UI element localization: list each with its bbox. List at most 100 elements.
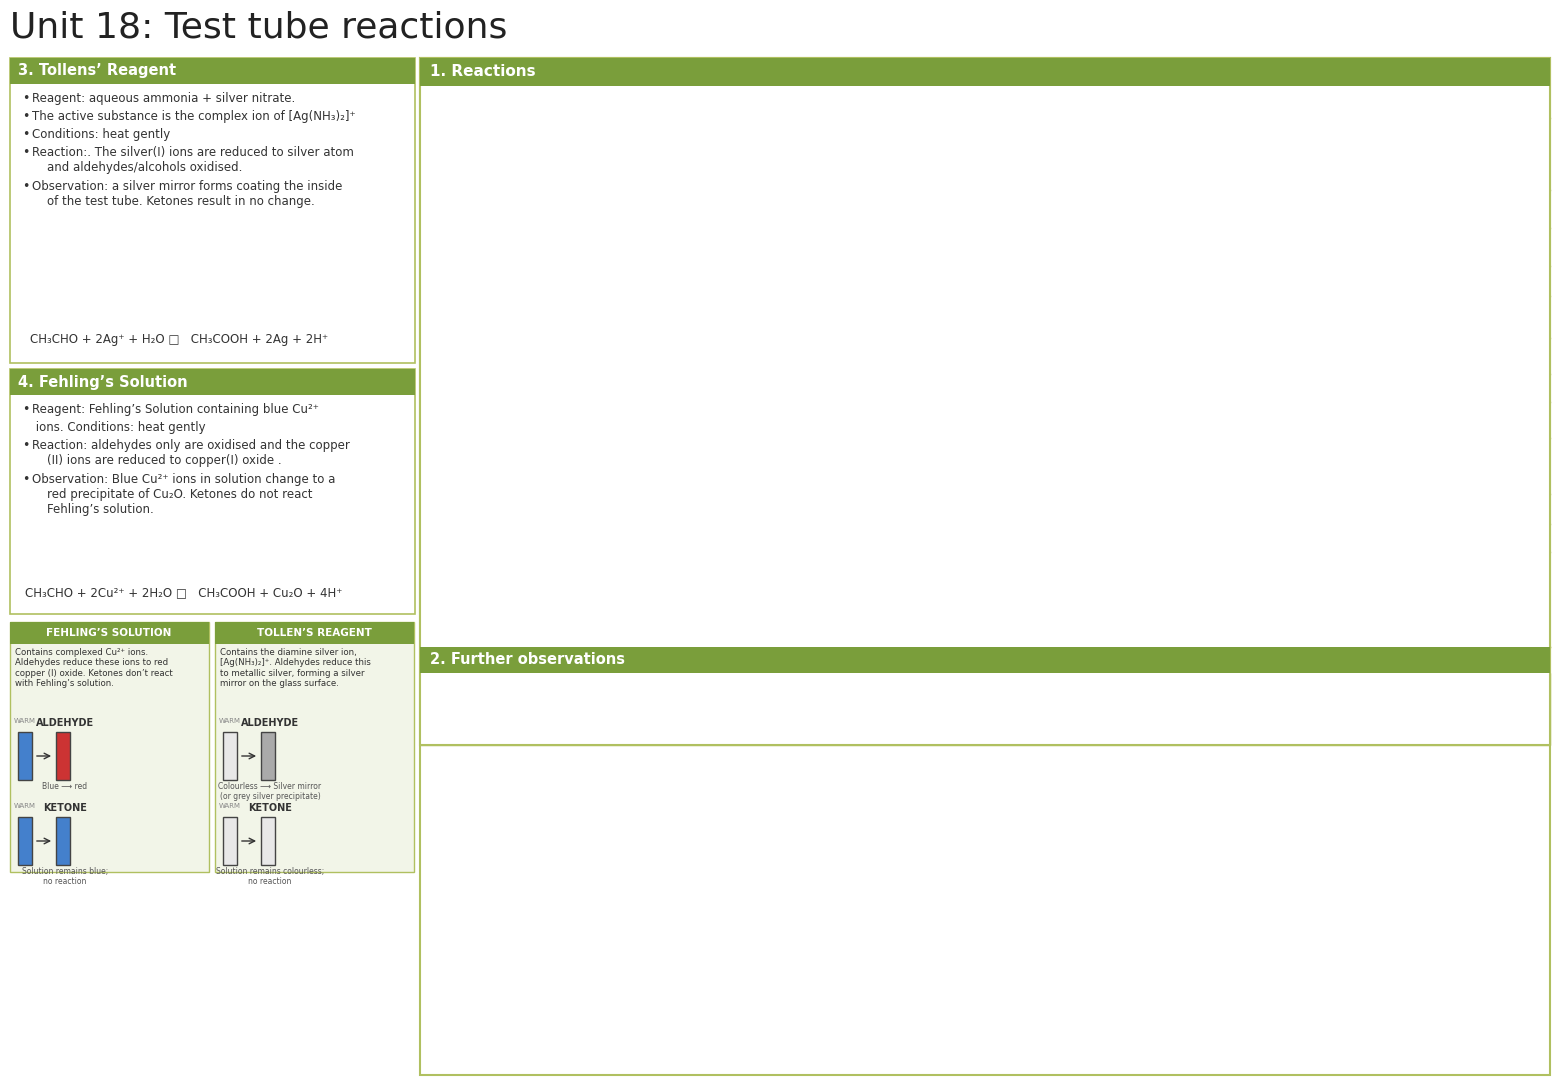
Bar xyxy=(420,338,1551,374)
Text: TOLLEN’S REAGENT: TOLLEN’S REAGENT xyxy=(256,627,371,638)
Text: KETONE: KETONE xyxy=(44,804,87,813)
Text: Orange to green colour
change: Orange to green colour change xyxy=(941,303,1084,330)
Bar xyxy=(421,525,552,551)
Text: Reaction: aldehydes only are oxidised and the copper
    (II) ions are reduced t: Reaction: aldehydes only are oxidised an… xyxy=(33,438,349,467)
Bar xyxy=(420,552,1551,647)
Bar xyxy=(261,816,275,865)
Bar xyxy=(420,402,1551,438)
Text: CH₃CHO + 2Cu²⁺ + 2H₂O □   CH₃COOH + Cu₂O + 4H⁺: CH₃CHO + 2Cu²⁺ + 2H₂O □ CH₃COOH + Cu₂O +… xyxy=(25,586,342,599)
Bar xyxy=(420,296,1551,338)
Bar xyxy=(421,438,552,523)
Text: Reagent: Fehling’s Solution containing blue Cu²⁺: Reagent: Fehling’s Solution containing b… xyxy=(33,403,318,416)
Text: Reagent: Reagent xyxy=(711,95,774,108)
Bar xyxy=(421,297,552,337)
Text: Tollens’ reagent: Tollens’ reagent xyxy=(562,381,658,394)
Bar xyxy=(420,524,1551,552)
Text: Acyl chloride: Acyl chloride xyxy=(446,148,526,161)
Text: Mildly acidic solution: Mildly acidic solution xyxy=(941,502,1069,515)
Text: Ninhydrin.: Ninhydrin. xyxy=(562,241,624,254)
Text: CH₃CHO + 2Ag⁺ + H₂O □   CH₃COOH + 2Ag + 2H⁺: CH₃CHO + 2Ag⁺ + H₂O □ CH₃COOH + 2Ag + 2H… xyxy=(30,333,328,346)
Text: The active substance is the complex ion of [Ag(NH₃)₂]⁺: The active substance is the complex ion … xyxy=(33,110,356,123)
Text: Contains the diamine silver ion,
[Ag(NH₃)₂]⁺. Aldehydes reduce this
to metallic : Contains the diamine silver ion, [Ag(NH₃… xyxy=(220,648,371,688)
Text: ALDEHYDE: ALDEHYDE xyxy=(36,718,94,728)
Text: •: • xyxy=(22,403,30,416)
Text: WARM: WARM xyxy=(14,718,36,724)
Bar xyxy=(215,622,413,872)
Bar xyxy=(19,732,33,780)
Text: Sodium carbonate
2CH₃CO₂H + Na₂CO₃ □   2CH₃CO₂ Na + H₂O +
CO₂: Sodium carbonate 2CH₃CO₂H + Na₂CO₃ □ 2CH… xyxy=(562,445,842,487)
Bar xyxy=(421,267,552,295)
Text: 1. Reactions: 1. Reactions xyxy=(431,65,535,80)
Text: •: • xyxy=(22,110,30,123)
Text: pH paper/indicator: pH paper/indicator xyxy=(562,502,675,515)
Text: Observation: a silver mirror forms coating the inside
    of the test tube. Keto: Observation: a silver mirror forms coati… xyxy=(33,180,342,208)
Text: Conditions: heat gently: Conditions: heat gently xyxy=(33,129,170,141)
Bar xyxy=(421,191,552,227)
Text: 1 ⁺ry or 2⁺ry
alcohol: 1 ⁺ry or 2⁺ry alcohol xyxy=(448,303,524,330)
Text: Solution remains colourless;
no reaction: Solution remains colourless; no reaction xyxy=(215,867,324,887)
Text: Contains complexed Cu²⁺ ions.
Aldehydes reduce these ions to red
copper (I) oxid: Contains complexed Cu²⁺ ions. Aldehydes … xyxy=(16,648,173,688)
Bar xyxy=(215,622,413,644)
Text: Result: Result xyxy=(1217,95,1265,108)
Text: Orange to green colour
change: Orange to green colour change xyxy=(941,406,1084,434)
Text: Aldehyde: Aldehyde xyxy=(457,381,515,394)
Text: WARM: WARM xyxy=(14,804,36,809)
Text: •: • xyxy=(22,146,30,159)
Text: 1. Reactions: 1. Reactions xyxy=(431,65,535,80)
Bar xyxy=(421,553,552,646)
Text: Vigorous reaction
steamy fumes of HCl
rapid white precipitate
of AgCl: Vigorous reaction steamy fumes of HCl ra… xyxy=(941,125,1080,183)
Bar xyxy=(421,229,552,265)
Bar xyxy=(421,339,552,437)
Bar xyxy=(9,58,415,84)
Text: Aromatic: Aromatic xyxy=(459,274,513,287)
Bar xyxy=(9,369,415,395)
Text: Alkene: Alkene xyxy=(465,203,507,216)
Bar xyxy=(19,816,33,865)
Text: ions. Conditions: heat gently: ions. Conditions: heat gently xyxy=(33,421,206,434)
Text: Sodium dichromate and sulfuric acid: Sodium dichromate and sulfuric acid xyxy=(562,414,786,427)
Text: KETONE: KETONE xyxy=(248,804,292,813)
Bar xyxy=(420,228,1551,266)
Bar xyxy=(420,647,1551,673)
Bar xyxy=(9,622,209,644)
Bar xyxy=(420,58,1551,1075)
Text: Orange colour
decolourises: Orange colour decolourises xyxy=(941,195,1028,222)
Text: Fruity smell: Fruity smell xyxy=(941,531,1012,544)
Text: Warm with aqueous NaOH then cool then add
nitric acid then add silver nitrate: Warm with aqueous NaOH then cool then ad… xyxy=(562,585,842,613)
Text: Combustion: Combustion xyxy=(562,274,635,287)
Text: Haloalkane: Haloalkane xyxy=(452,593,519,606)
Bar xyxy=(420,58,1551,86)
Text: Sodium dichromate and sulfuric acid: Sodium dichromate and sulfuric acid xyxy=(562,311,786,324)
Text: ALDEHYDE: ALDEHYDE xyxy=(240,718,300,728)
Text: WARM: WARM xyxy=(218,718,240,724)
Bar xyxy=(420,58,1551,745)
Text: Fehling’s solution: Fehling’s solution xyxy=(562,350,668,363)
Bar xyxy=(420,118,1551,190)
Bar xyxy=(9,622,209,872)
Bar xyxy=(9,58,415,363)
Text: •  Is the compound solid? (possible long unbranched carbon chain or ionic bondin: • Is the compound solid? (possible long … xyxy=(438,685,998,698)
Bar xyxy=(223,732,237,780)
Text: Smoky flames: Smoky flames xyxy=(941,274,1026,287)
Text: 2. Further observations: 2. Further observations xyxy=(431,652,626,667)
Bar xyxy=(223,816,237,865)
Bar xyxy=(56,816,70,865)
Text: Colourless ⟶ Silver mirror
(or grey silver precipitate): Colourless ⟶ Silver mirror (or grey silv… xyxy=(218,782,321,801)
Text: •: • xyxy=(22,129,30,141)
Bar xyxy=(420,494,1551,524)
Text: •: • xyxy=(22,180,30,193)
Bar xyxy=(421,119,552,189)
Bar xyxy=(420,266,1551,296)
Text: 2. Further observations: 2. Further observations xyxy=(431,652,626,667)
Bar xyxy=(420,86,1551,118)
Text: Functional group: Functional group xyxy=(423,95,549,108)
Text: Bromine water: Bromine water xyxy=(562,203,652,216)
Bar xyxy=(420,438,1551,494)
Text: FEHLING’S SOLUTION: FEHLING’S SOLUTION xyxy=(47,627,172,638)
Text: Esters: Esters xyxy=(466,531,505,544)
Bar xyxy=(420,647,1551,673)
Text: Unit 18: Test tube reactions: Unit 18: Test tube reactions xyxy=(9,10,507,44)
Text: Blue-purple spot
appears: Blue-purple spot appears xyxy=(941,233,1042,261)
Text: Reagent: aqueous ammonia + silver nitrate.: Reagent: aqueous ammonia + silver nitrat… xyxy=(33,92,295,105)
Bar xyxy=(261,732,275,780)
